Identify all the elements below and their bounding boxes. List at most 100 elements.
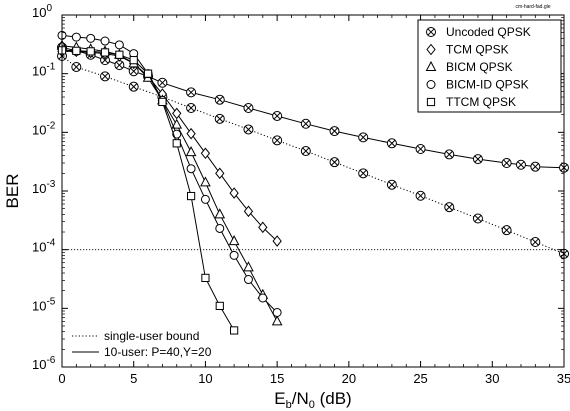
data-point [100,71,111,82]
series-line [61,49,235,331]
legend-box [417,19,562,113]
legend-marker [425,60,437,71]
data-point [200,176,211,187]
data-point [157,77,168,88]
data-point [128,66,139,77]
line-legend-label: 10-user: P=40,Y=20 [104,345,212,359]
data-point [501,158,512,169]
x-tick-label: 20 [342,371,356,386]
data-point [515,159,526,170]
series-5 [57,46,239,335]
data-point [243,124,254,135]
data-point [243,205,254,218]
data-point [501,225,512,236]
legend-marker [426,80,436,89]
series-line [61,34,278,313]
data-point [143,69,153,78]
series-layer [56,30,569,335]
data-point [358,168,369,179]
data-point [172,107,182,120]
data-point [214,94,225,105]
data-point [114,40,124,50]
data-point [300,118,311,129]
series-2 [57,45,282,247]
data-point [272,110,283,121]
data-point [214,208,226,219]
y-tick-label: 100 [32,3,52,20]
data-point [530,161,541,172]
data-point [86,47,95,56]
x-axis-title-sub2: 0 [309,399,315,411]
line-style-legend: single-user bound 10-user: P=40,Y=20 [72,329,212,359]
data-point [186,102,197,113]
data-point [186,127,196,140]
legend-item: Uncoded QPSK [426,25,531,39]
data-point [386,138,397,149]
line-legend-item: 10-user: P=40,Y=20 [72,345,212,359]
legend-label: TCM QPSK [446,43,509,57]
data-point [129,56,138,65]
y-tick-label: 10-6 [32,355,56,372]
x-tick-label: 5 [130,371,137,386]
line-legend-label: single-user bound [104,329,199,343]
data-point [215,223,225,233]
x-tick-label: 25 [413,371,427,386]
y-axis-title: BER [3,174,22,209]
data-point [215,167,225,180]
data-point [258,221,268,234]
y-tick-label: 10-4 [32,238,56,255]
data-point [86,33,96,43]
x-axis-title-tail: (dB) [315,389,352,408]
data-point [415,190,426,201]
data-point [186,87,197,98]
data-point [186,164,196,174]
data-point [386,179,397,190]
legend-item: TCM QPSK [426,43,509,57]
tick-layer: 0 5 10 15 20 25 30 35 100 10-1 10-2 10-3 10-4 10-5 10-… [32,3,570,386]
data-point [100,55,111,66]
data-point [215,301,224,311]
series-line [62,50,278,242]
legend-label: TTCM QPSK [446,95,516,109]
data-point [71,32,81,42]
line-legend-item: single-user bound [72,329,199,343]
x-tick-label: 30 [485,371,499,386]
series-line [61,45,278,322]
legend-item: TTCM QPSK [426,95,516,109]
data-point [201,273,210,283]
data-point [228,235,240,246]
data-point [71,61,82,72]
corner-note: cm-hard-fad.gle [515,4,550,10]
data-point [100,48,110,57]
legend-label: Uncoded QPSK [446,25,531,39]
x-axis-title: Eb/N0 (dB) [274,389,351,411]
data-point [229,187,239,199]
x-axis-title-mid: /N [292,389,309,408]
y-tick-label: 10-3 [32,179,56,196]
legend-item: BICM-ID QPSK [426,78,529,92]
data-point [258,293,268,303]
data-point [472,154,483,165]
legend-label: BICM QPSK [446,60,513,74]
legend-item: BICM QPSK [425,60,513,74]
legend-marker [426,97,436,107]
y-tick-label: 10-5 [32,296,56,313]
data-point [128,81,139,92]
data-point [243,275,253,285]
data-point [444,202,455,213]
y-tick-label: 10-2 [32,120,56,137]
data-point [200,147,211,160]
data-point [229,250,239,260]
legend-marker [426,43,436,56]
data-point [171,118,183,129]
data-point [185,146,197,157]
data-point [272,307,282,317]
x-tick-label: 10 [198,371,212,386]
data-point [172,139,181,148]
data-point [214,113,225,124]
data-point [243,102,254,113]
data-point [358,132,369,143]
y-tick-label: 10-1 [32,62,56,79]
series-4 [57,30,282,317]
